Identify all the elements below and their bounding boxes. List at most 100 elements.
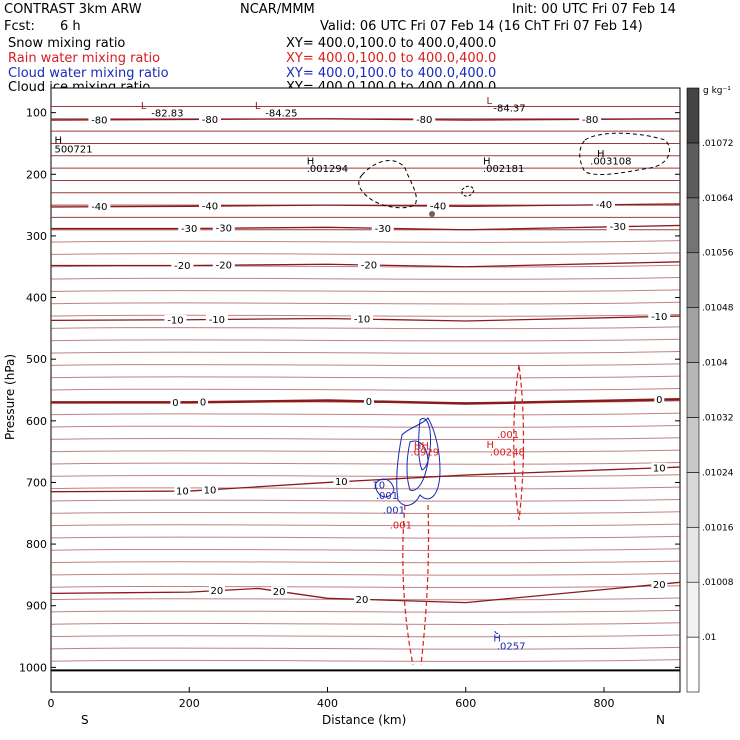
cloud-water-contour: [418, 417, 431, 471]
isotherm-label-bg: [606, 221, 629, 232]
isotherm-label-bg: [592, 199, 615, 210]
isotherm-label-bg: [579, 114, 602, 125]
background-level-line: [50, 511, 681, 515]
background-level-line: [50, 252, 681, 256]
legend-snow-xy: XY= 400.0,100.0 to 400.0,400.0: [286, 36, 496, 51]
legend-cloud-water: Cloud water mixing ratio: [8, 66, 169, 81]
isotherm-label-bg: [354, 594, 371, 605]
background-level-line: [50, 240, 681, 243]
colorbar-level: .01016: [702, 523, 734, 533]
colorbar-swatch: [686, 197, 700, 254]
y-tick-label: 1000: [19, 661, 47, 674]
x-tick-label: 400: [317, 697, 338, 710]
colorbar-swatch: [686, 581, 700, 638]
isotherm--30: [51, 224, 681, 231]
snow-max-dot: [429, 211, 435, 217]
background-level-line: [50, 572, 681, 576]
isotherm-label: 10: [176, 487, 189, 498]
isotherm-label-bg: [212, 260, 235, 271]
isotherm-label: 20: [653, 580, 666, 591]
legend-rain: Rain water mixing ratio: [8, 51, 160, 66]
y-tick-label: 500: [26, 353, 47, 366]
isotherm-label: -20: [216, 261, 232, 272]
contour-annotation: HH: [414, 441, 429, 452]
isotherm-label-bg: [357, 260, 380, 271]
colorbar-level: .01064: [702, 194, 734, 204]
background-level-line: [50, 301, 681, 305]
background-level-line: [50, 548, 681, 551]
cloud-ice-contour: [461, 185, 475, 197]
valid-time: Valid: 06 UTC Fri 07 Feb 14 (16 ChT Fri …: [320, 19, 643, 34]
contour-annotation: L: [486, 96, 492, 107]
contour-annotation: .001: [376, 491, 398, 502]
isotherm-label: -30: [375, 224, 391, 235]
background-level-line: [50, 351, 681, 354]
y-tick-label: 300: [26, 230, 47, 243]
isotherm-label: -30: [181, 224, 197, 235]
isotherm-label: 0: [366, 397, 372, 408]
isotherm-label: -80: [582, 115, 598, 126]
isotherm-label-bg: [198, 397, 209, 408]
temperature-contours: -80 -80 -80 -80 -40 -40 -40 -40 -30 -30 -30 -30 -20 -…: [50, 114, 681, 606]
isotherm-label: -40: [202, 202, 218, 213]
contour-annotation: .0929: [410, 447, 439, 458]
background-level-line: [50, 449, 681, 453]
contour-annotation: L: [141, 101, 147, 112]
y-tick-label: 700: [26, 476, 47, 489]
contour-annotation: H: [307, 156, 315, 167]
isotherm-label: 20: [356, 595, 369, 606]
isotherm-label-bg: [427, 201, 450, 212]
isotherm-label-bg: [178, 223, 201, 234]
legend-rain-xy: XY= 400.0,100.0 to 400.0,400.0: [286, 51, 496, 66]
background-level-line: [50, 646, 681, 650]
isotherm--10: [50, 315, 681, 322]
colorbar-swatch: [686, 307, 700, 363]
forecast-label: Fcst:: [4, 19, 35, 34]
isotherm-label: -30: [216, 224, 232, 235]
isotherm-label: -10: [167, 315, 183, 326]
background-level-line: [50, 474, 681, 478]
colorbar: g kg⁻¹ .01 .01008 .01016 .01024 .01032 .0104.…: [686, 86, 734, 693]
background-level-line: [50, 326, 681, 330]
isotherm-10: [50, 466, 681, 493]
y-tick-label: 400: [26, 292, 47, 305]
cloud-water-contour: [374, 478, 395, 498]
isotherm-label-bg: [651, 579, 668, 590]
isotherm-label: -10: [354, 315, 370, 326]
isotherm-label-bg: [648, 311, 671, 322]
colorbar-swatch: [686, 636, 700, 693]
x-tick-label: 200: [179, 697, 200, 710]
contour-annotation: L: [255, 101, 261, 112]
forecast-hours: 6 h: [60, 19, 81, 34]
cloud-water-contour: [406, 440, 429, 491]
colorbar-unit: g kg⁻¹: [703, 86, 731, 96]
background-level-line: [50, 277, 681, 280]
background-level-line: [50, 314, 681, 317]
isotherm-label: 20: [211, 586, 224, 597]
y-tick-label: 100: [26, 107, 47, 120]
colorbar-swatch: [686, 417, 700, 473]
isotherm-label: -80: [416, 115, 432, 126]
x-end-right: N: [656, 713, 665, 727]
background-level-line: [50, 609, 681, 613]
background-level-line: [50, 289, 681, 293]
pressure-level-lines: [50, 105, 681, 672]
isotherm-label: -40: [430, 202, 446, 213]
isotherm-label: 0: [172, 398, 178, 409]
y-tick-label: 800: [26, 538, 47, 551]
y-axis-label: Pressure (hPa): [3, 354, 17, 440]
isotherm-0: [51, 397, 681, 405]
contour-annotation: -82.83: [151, 108, 183, 119]
init-time: Init: 00 UTC Fri 07 Feb 14: [512, 2, 676, 17]
isotherm-label-bg: [198, 114, 221, 125]
colorbar-level: .01008: [702, 578, 734, 588]
x-tick-label: 0: [48, 697, 55, 710]
isotherm--20: [51, 261, 681, 268]
isotherm-label: 10: [335, 477, 348, 488]
contour-annotation: .001294: [307, 164, 348, 175]
colorbar-level: .01048: [702, 304, 734, 314]
contour-annotation: -84.37: [493, 103, 525, 114]
background-level-line: [50, 535, 681, 539]
contour-annotation: .001: [497, 430, 519, 441]
